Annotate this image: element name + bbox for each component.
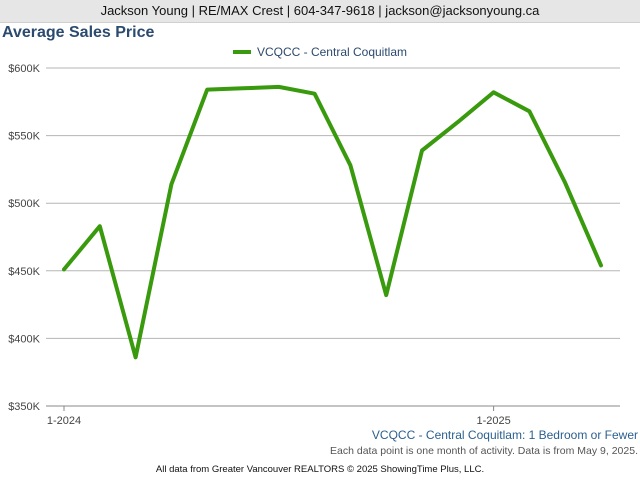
data-point (348, 163, 352, 167)
data-point (98, 224, 102, 228)
data-point (169, 182, 173, 186)
data-point (134, 355, 138, 359)
data-point (563, 181, 567, 185)
legend-swatch (232, 49, 251, 54)
contact-header: Jackson Young | RE/MAX Crest | 604-347-9… (0, 0, 640, 23)
y-tick-label: $600K (8, 63, 40, 75)
data-point (62, 267, 66, 271)
chart-title: Average Sales Price (2, 24, 155, 41)
x-tick-label: 1-2025 (476, 415, 510, 427)
data-point (384, 293, 388, 297)
y-tick-label: $400K (8, 333, 40, 345)
contact-line: Jackson Young | RE/MAX Crest | 604-347-9… (100, 3, 540, 18)
data-point (492, 90, 496, 94)
data-point (420, 148, 424, 152)
y-tick-label: $500K (8, 198, 40, 210)
data-point (527, 109, 531, 113)
data-note: Each data point is one month of activity… (330, 445, 638, 457)
data-point (456, 120, 460, 124)
data-point (205, 88, 209, 92)
chart-subtitle: VCQCC - Central Coquitlam: 1 Bedroom or … (371, 428, 638, 442)
data-point (241, 86, 245, 90)
series-line (62, 84, 603, 360)
data-point (277, 85, 281, 89)
legend-label: VCQCC - Central Coquitlam (256, 45, 408, 59)
data-point (599, 263, 603, 267)
chart-legend: VCQCC - Central Coquitlam (0, 45, 640, 59)
data-source: All data from Greater Vancouver REALTORS… (155, 464, 485, 475)
y-tick-label: $350K (8, 401, 40, 413)
y-tick-label: $450K (8, 266, 40, 278)
x-tick-label: 1-2024 (47, 415, 81, 427)
y-tick-label: $550K (8, 131, 40, 143)
data-point (313, 92, 317, 96)
